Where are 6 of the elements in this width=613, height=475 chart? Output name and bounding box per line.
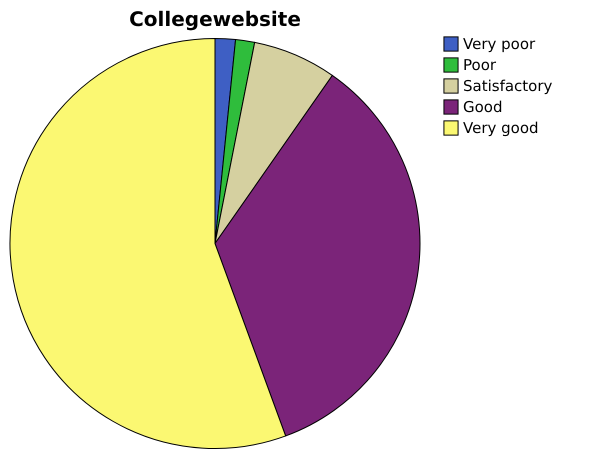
legend-label: Very good <box>463 119 539 137</box>
legend-label: Very poor <box>463 35 536 53</box>
chart-title: Collegewebsite <box>129 7 301 31</box>
legend-label: Satisfactory <box>463 77 553 95</box>
legend-label: Good <box>463 98 502 116</box>
legend-label: Poor <box>463 56 497 74</box>
